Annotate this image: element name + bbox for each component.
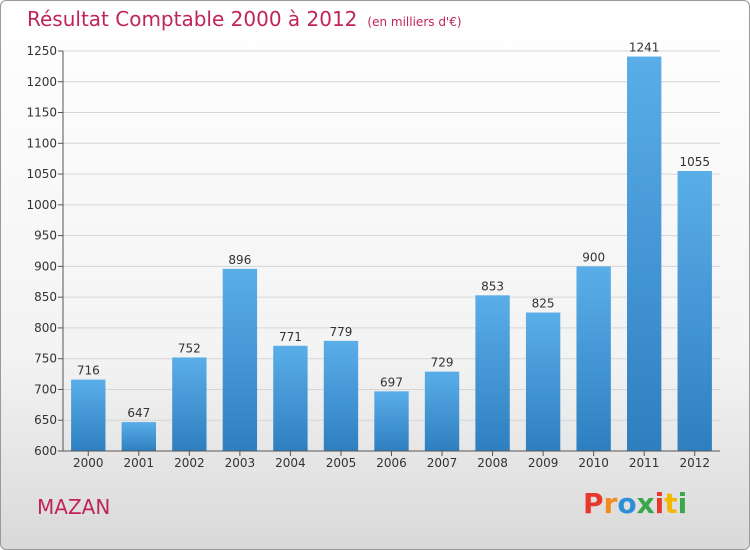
bar [172, 357, 207, 451]
chart-title-main: Résultat Comptable 2000 à 2012 [27, 7, 358, 31]
bar [424, 371, 460, 451]
proxiti-logo: Proxiti [583, 487, 687, 520]
x-tick-label: 2012 [679, 456, 710, 470]
bar [627, 56, 662, 452]
data-label: 729 [431, 356, 454, 370]
data-label: 853 [481, 279, 504, 293]
y-tick-label: 700 [34, 382, 57, 396]
y-tick-label: 1250 [26, 44, 57, 58]
bar [222, 268, 258, 451]
x-tick-label: 2010 [578, 456, 609, 470]
x-tick-label: 2001 [124, 456, 155, 470]
data-label: 1055 [679, 155, 710, 169]
logo-letter: i [677, 487, 688, 520]
logo-letter: x [636, 487, 655, 520]
commune-name: MAZAN [37, 495, 111, 519]
chart-title: Résultat Comptable 2000 à 2012 (en millie… [27, 7, 462, 31]
y-tick-label: 850 [34, 290, 57, 304]
bar [677, 171, 712, 451]
x-tick-label: 2004 [275, 456, 306, 470]
y-tick-label: 650 [34, 413, 57, 427]
y-tick-label: 1200 [26, 75, 57, 89]
data-label: 779 [330, 325, 353, 339]
y-tick-label: 800 [34, 321, 57, 335]
logo-letter: i [654, 487, 665, 520]
data-label: 1241 [629, 41, 660, 55]
logo-letter: r [603, 487, 618, 520]
y-tick-label: 1150 [26, 106, 57, 120]
data-label: 697 [380, 375, 403, 389]
x-tick-label: 2006 [376, 456, 407, 470]
y-tick-label: 600 [34, 444, 57, 458]
y-tick-label: 900 [34, 259, 57, 273]
x-tick-label: 2011 [629, 456, 660, 470]
data-label: 771 [279, 330, 302, 344]
grid-lines [63, 50, 720, 452]
x-tick-label: 2007 [427, 456, 458, 470]
bar [71, 379, 106, 451]
bar [525, 312, 561, 451]
bars: 716 647 752 896 771 779 697 729 853 825 900 1241 105… [71, 41, 712, 452]
logo-letter: P [583, 487, 604, 520]
x-tick-label: 2008 [477, 456, 508, 470]
x-tick-label: 2002 [174, 456, 205, 470]
data-label: 647 [127, 406, 150, 420]
x-tick-label: 2009 [528, 456, 559, 470]
y-tick-label: 950 [34, 229, 57, 243]
x-tick-label: 2000 [73, 456, 104, 470]
x-tick-label: 2003 [225, 456, 256, 470]
bar [323, 340, 359, 451]
x-tick-label: 2005 [326, 456, 357, 470]
y-tick-label: 1050 [26, 167, 57, 181]
logo-letter: o [617, 487, 637, 520]
bar [374, 391, 409, 451]
axes: 600 650 700 750 800 850 900 950 1000 1050 1100 1150… [26, 44, 720, 470]
bar [273, 345, 308, 451]
data-label: 716 [77, 364, 100, 378]
y-tick-label: 1100 [26, 136, 57, 150]
bar [576, 266, 611, 451]
data-label: 752 [178, 341, 201, 355]
y-tick-label: 750 [34, 352, 57, 366]
chart-unit: (en milliers d'€) [367, 15, 462, 29]
y-tick-label: 1000 [26, 198, 57, 212]
data-label: 900 [582, 250, 605, 264]
data-label: 825 [532, 297, 555, 311]
data-label: 896 [228, 253, 251, 267]
logo-letter: t [664, 487, 678, 520]
bar [475, 295, 510, 451]
bar [121, 422, 156, 451]
